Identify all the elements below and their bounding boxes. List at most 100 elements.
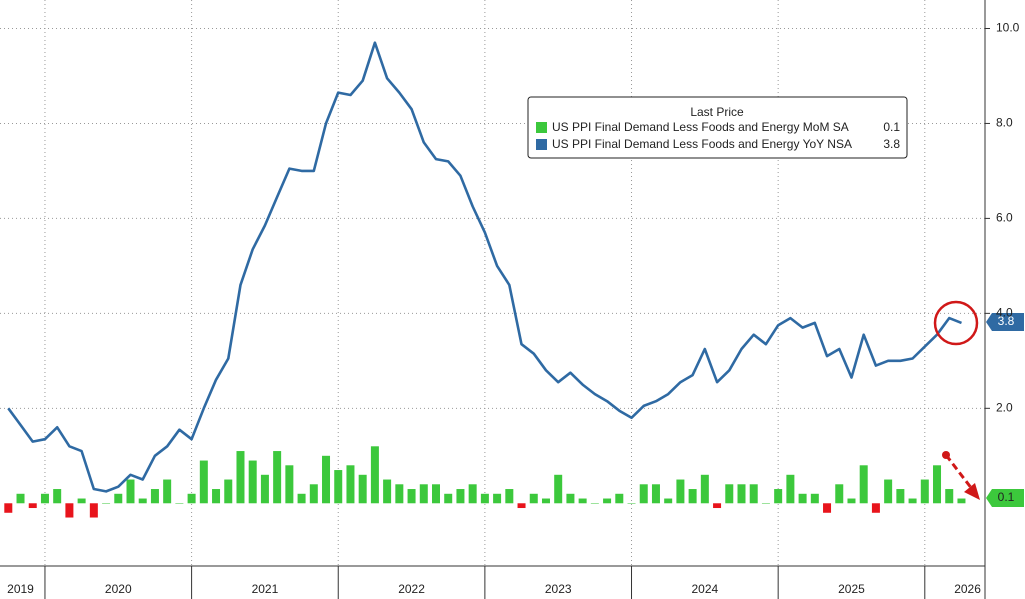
bar — [89, 503, 98, 518]
y-tick-label: 4.0 — [996, 306, 1013, 320]
bar — [798, 493, 807, 504]
x-tick-label: 2021 — [252, 582, 279, 596]
bar — [309, 484, 318, 504]
bar — [419, 484, 428, 504]
legend-box — [527, 96, 908, 159]
bar — [102, 503, 111, 504]
x-tick-label: 2025 — [838, 582, 865, 596]
arrow-head — [964, 483, 980, 500]
x-tick-label: 2020 — [105, 582, 132, 596]
bar — [920, 479, 929, 504]
bar — [150, 489, 159, 504]
legend-swatch — [536, 139, 547, 150]
bar — [725, 484, 734, 504]
bar — [676, 479, 685, 504]
legend-title: Last Price — [690, 105, 744, 119]
bar — [933, 465, 942, 504]
bar — [126, 479, 135, 504]
bar — [444, 493, 453, 504]
bar — [65, 503, 74, 518]
x-tick-label: 2024 — [691, 582, 718, 596]
bar — [688, 489, 697, 504]
bar — [212, 489, 221, 504]
bar — [529, 493, 538, 504]
bar — [945, 489, 954, 504]
bar — [639, 484, 648, 504]
bar — [603, 498, 612, 504]
x-tick-label: 2022 — [398, 582, 425, 596]
bar — [554, 474, 563, 504]
bar — [847, 498, 856, 504]
bar — [187, 493, 196, 504]
bar — [432, 484, 440, 504]
bar — [28, 503, 37, 509]
bar — [395, 484, 404, 504]
bar — [810, 493, 819, 504]
y-tick-label: 10.0 — [996, 21, 1020, 35]
bar — [823, 503, 832, 513]
x-tick-label: 2023 — [545, 582, 572, 596]
bar — [884, 479, 893, 504]
bar — [786, 474, 795, 504]
bar — [835, 484, 844, 504]
bar — [138, 498, 147, 504]
bar — [175, 503, 184, 504]
bar — [713, 503, 722, 509]
bar — [297, 493, 306, 504]
bar — [505, 489, 514, 504]
y-tick-label: 8.0 — [996, 116, 1013, 130]
y-tick-label: 2.0 — [996, 400, 1013, 414]
legend-label: US PPI Final Demand Less Foods and Energ… — [552, 137, 852, 151]
bar — [114, 493, 123, 504]
bar — [700, 474, 709, 504]
bar — [53, 489, 62, 504]
bar — [370, 446, 379, 504]
last-price-label: 3.8 — [998, 314, 1015, 328]
legend-value: 3.8 — [883, 137, 900, 151]
legend: Last Price US PPI Final Demand Less Food… — [527, 96, 908, 159]
last-price-box — [986, 313, 1024, 331]
bar — [480, 493, 489, 504]
bar — [468, 484, 477, 504]
bar — [273, 451, 282, 504]
bar — [16, 493, 25, 504]
bar — [163, 479, 172, 504]
bar — [957, 498, 966, 504]
bar — [248, 460, 257, 504]
grid — [0, 0, 985, 566]
bar — [578, 498, 587, 504]
legend-label: US PPI Final Demand Less Foods and Energ… — [552, 120, 849, 134]
bar — [774, 489, 783, 504]
bar — [749, 484, 758, 504]
bar — [493, 493, 502, 504]
bar — [517, 503, 526, 509]
last-price-box — [986, 489, 1024, 507]
bar — [896, 489, 905, 504]
bar — [566, 493, 575, 504]
bar — [541, 498, 550, 504]
bar — [590, 503, 599, 504]
legend-swatch — [536, 122, 547, 133]
x-tick-label: 2019 — [7, 582, 34, 596]
bar — [77, 498, 86, 504]
bar — [236, 451, 245, 504]
bar — [871, 503, 880, 513]
bar — [40, 493, 49, 504]
bar — [383, 479, 392, 504]
line — [7, 41, 962, 493]
bar — [664, 498, 673, 504]
bar — [627, 503, 636, 504]
bar — [346, 465, 355, 504]
legend-value: 0.1 — [883, 120, 900, 134]
bar — [651, 484, 660, 504]
x-tick-label: 2026 — [954, 582, 981, 596]
bar — [456, 489, 465, 504]
bar — [4, 503, 13, 513]
bar — [224, 479, 233, 504]
bar — [859, 465, 868, 504]
arrow-line — [944, 454, 974, 490]
bar — [322, 455, 331, 504]
bar — [908, 498, 917, 504]
